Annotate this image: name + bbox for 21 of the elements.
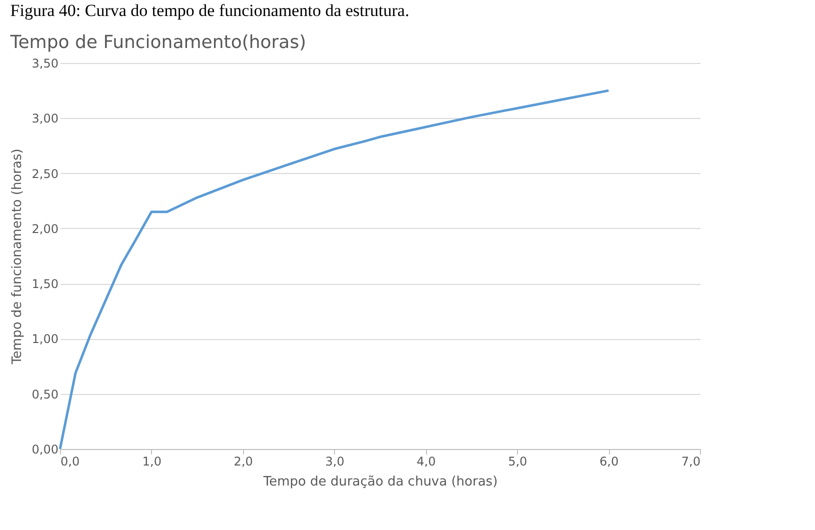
x-tick-label: 5,0 [508,454,528,468]
y-tick-label: 2,00 [32,222,58,236]
x-tick-label: 7,0 [681,454,700,468]
y-tick-label: 1,00 [32,332,58,346]
x-axis-title: Tempo de duração da chuva (horas) [262,474,498,490]
chart-title: Tempo de Funcionamento(horas) [9,32,306,53]
x-tick-label: 3,0 [325,454,344,468]
line-series [58,89,610,450]
y-tick-label: 3,50 [32,56,58,70]
y-tick-label: 0,00 [32,442,58,456]
x-tick-label: 4,0 [416,454,436,468]
y-tick-label: 2,50 [32,166,58,181]
y-axis-title: Tempo de funcionamento (horas) [10,148,25,366]
x-tick-label: 6,0 [600,454,619,468]
x-tick-label: 2,0 [234,454,253,468]
x-tick-label: 0,0 [60,454,80,468]
text: Figura 40: Curva do tempo de funcionamento da estrutura. [10,1,410,20]
y-tick-label: 0,50 [32,387,58,402]
x-tick-label: 1,0 [142,454,162,468]
y-tick-label: 1,50 [32,277,58,292]
y-tick-label: 3,00 [32,112,58,126]
